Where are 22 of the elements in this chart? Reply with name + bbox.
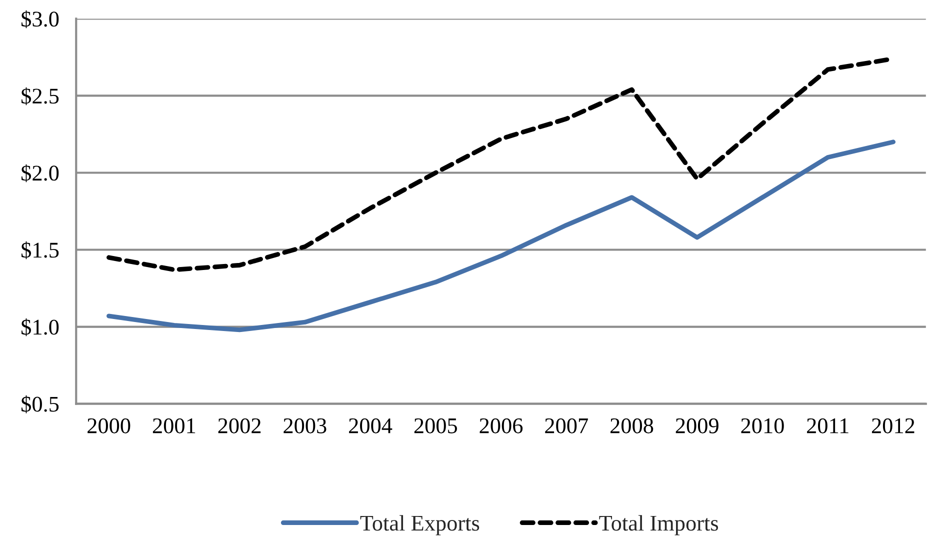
x-tick-label: 2008: [610, 418, 654, 434]
y-tick-label: $2.0: [22, 164, 59, 182]
x-tick-label: 2012: [872, 418, 914, 434]
x-tick-label: 2011: [807, 418, 848, 434]
y-tick-label: $3.0: [22, 10, 59, 28]
y-tick-label: $0.5: [22, 395, 59, 414]
y-tick-label: $2.5: [22, 87, 59, 106]
x-tick-label: 2010: [741, 418, 784, 434]
x-tick-label: 2004: [349, 418, 392, 434]
x-tick-label: 2006: [480, 418, 523, 434]
x-tick-label: 2001: [152, 418, 196, 434]
y-tick-label: $1.5: [22, 241, 59, 260]
x-tick-label: 2009: [676, 418, 718, 434]
x-tick-label: 2000: [88, 418, 130, 434]
x-tick-label: 2003: [284, 418, 326, 434]
x-tick-label: 2005: [414, 418, 458, 434]
legend-label: Total Imports: [599, 515, 718, 536]
x-tick-label: 2002: [218, 418, 261, 434]
line-series: [106, 140, 896, 332]
y-tick-label: $1.0: [22, 318, 59, 336]
legend-label: Total Exports: [360, 515, 480, 536]
x-tick-label: 2007: [545, 418, 588, 434]
